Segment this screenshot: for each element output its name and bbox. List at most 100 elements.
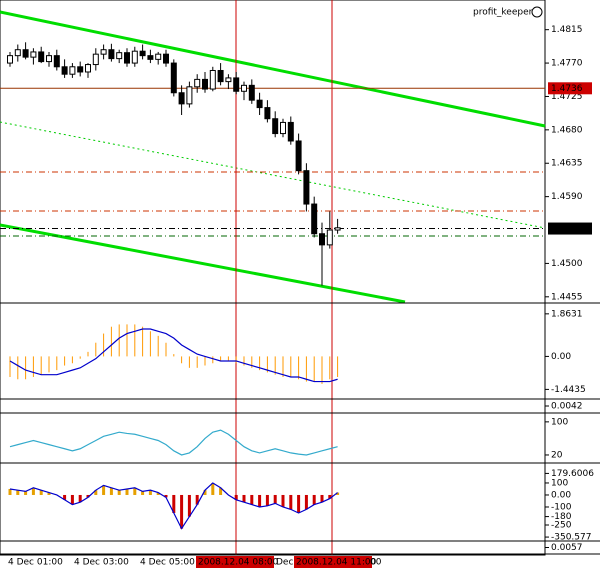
histogram-bar	[304, 494, 308, 510]
y-tick-label: 1.4725	[551, 92, 583, 102]
candle-body	[334, 227, 341, 231]
x-tick-label: 4 Dec 01:00	[8, 558, 63, 568]
histogram-bar	[328, 494, 332, 499]
candle-body	[311, 203, 318, 235]
y-tick-label: 1.4590	[551, 192, 583, 202]
y-tick-label: 1.4455	[551, 292, 583, 302]
y-tick-label: 0.00	[551, 490, 571, 500]
candle-body	[108, 49, 115, 60]
y-tick-label: 0.00	[551, 352, 571, 362]
candle-body	[116, 52, 123, 60]
candle-body	[155, 53, 162, 60]
histogram-bar	[211, 482, 215, 495]
candle-body	[100, 49, 107, 55]
time-label-bg	[294, 556, 372, 568]
candle-body	[139, 50, 146, 57]
histogram-bar	[39, 490, 43, 495]
candle-body	[178, 92, 185, 105]
candle-body	[170, 62, 177, 94]
histogram-bar	[219, 487, 223, 495]
candle-body	[14, 49, 21, 57]
histogram-bar	[16, 490, 20, 495]
candle-body	[248, 84, 255, 101]
candle-body	[256, 99, 263, 109]
histogram-bar	[156, 492, 160, 495]
y-tick-label: 0.0057	[551, 543, 583, 553]
y-tick-label: 20	[551, 450, 563, 460]
histogram-bar	[31, 487, 35, 495]
y-tick-label: 1.4680	[551, 125, 583, 135]
candle-body	[85, 64, 91, 73]
histogram-bar	[164, 494, 168, 498]
histogram-bar	[125, 488, 129, 495]
histogram-line	[9, 482, 338, 530]
histogram-bar	[297, 494, 301, 513]
candle-body	[209, 69, 216, 90]
y-tick-label: 100	[551, 417, 568, 427]
histogram-bar	[172, 494, 176, 513]
candle-body	[194, 78, 201, 88]
histogram-bar	[24, 491, 28, 495]
y-tick-label: 1.4500	[551, 259, 583, 269]
histogram-bar	[195, 494, 199, 505]
histogram-bar	[289, 494, 293, 510]
candle-body	[225, 77, 232, 83]
y-tick-label: -250	[551, 520, 572, 530]
candle-body	[92, 53, 99, 66]
current-price-label: 1.4547	[551, 224, 583, 234]
candle-body	[124, 52, 130, 64]
histogram-bar	[8, 488, 12, 495]
histogram-bar	[70, 494, 74, 505]
y-tick-label: -100	[551, 502, 572, 512]
level-label-bg	[548, 82, 592, 95]
oscillator-line	[9, 429, 338, 456]
candle-body	[77, 66, 84, 73]
histogram-bar	[242, 494, 246, 503]
y-tick-label: -180	[551, 512, 572, 522]
candle-body	[131, 50, 138, 64]
x-tick-label: 2008.12.04 08:00	[198, 558, 279, 568]
histogram-bar	[63, 494, 67, 500]
y-tick-label: 1.4635	[551, 159, 583, 169]
candle-body	[241, 84, 247, 92]
candle-body	[61, 66, 68, 75]
time-label-bg	[196, 556, 274, 568]
x-tick-label: 00	[370, 558, 382, 568]
candle-body	[202, 78, 208, 90]
candle-body	[295, 140, 302, 172]
histogram-bar	[250, 494, 254, 505]
candle-body	[7, 55, 13, 64]
candle-body	[22, 49, 29, 58]
histogram-bar	[281, 494, 285, 507]
candle-body	[69, 66, 76, 75]
histogram-bar	[117, 490, 121, 495]
y-tick-label: -1.4435	[551, 385, 586, 395]
candle-body	[303, 170, 310, 205]
candle-body	[272, 118, 279, 135]
histogram-bar	[336, 492, 340, 495]
y-tick-label: 100	[551, 478, 568, 488]
signal-line	[9, 328, 338, 383]
candle-body	[30, 51, 37, 58]
histogram-bar	[86, 494, 90, 498]
y-tick-label: -350.577	[551, 533, 591, 543]
y-tick-label: 1.4770	[551, 59, 583, 69]
candle-body	[53, 55, 60, 68]
channel-lower	[0, 223, 406, 304]
histogram-bar	[187, 494, 191, 517]
histogram-bar	[133, 487, 137, 495]
histogram-bar	[258, 494, 262, 507]
candle-body	[287, 121, 294, 142]
x-tick-label: 4 Dec 05:00	[140, 558, 195, 568]
level-label: 1.4736	[551, 84, 583, 94]
candle-body	[326, 229, 333, 246]
candle-body	[264, 107, 271, 120]
histogram-bar	[234, 494, 238, 500]
histogram-bar	[320, 494, 324, 503]
histogram-bar	[148, 490, 152, 495]
candle-body	[46, 55, 52, 63]
histogram-bar	[273, 494, 277, 504]
histogram-bar	[47, 492, 51, 495]
y-tick-label: 1.4815	[551, 25, 583, 35]
